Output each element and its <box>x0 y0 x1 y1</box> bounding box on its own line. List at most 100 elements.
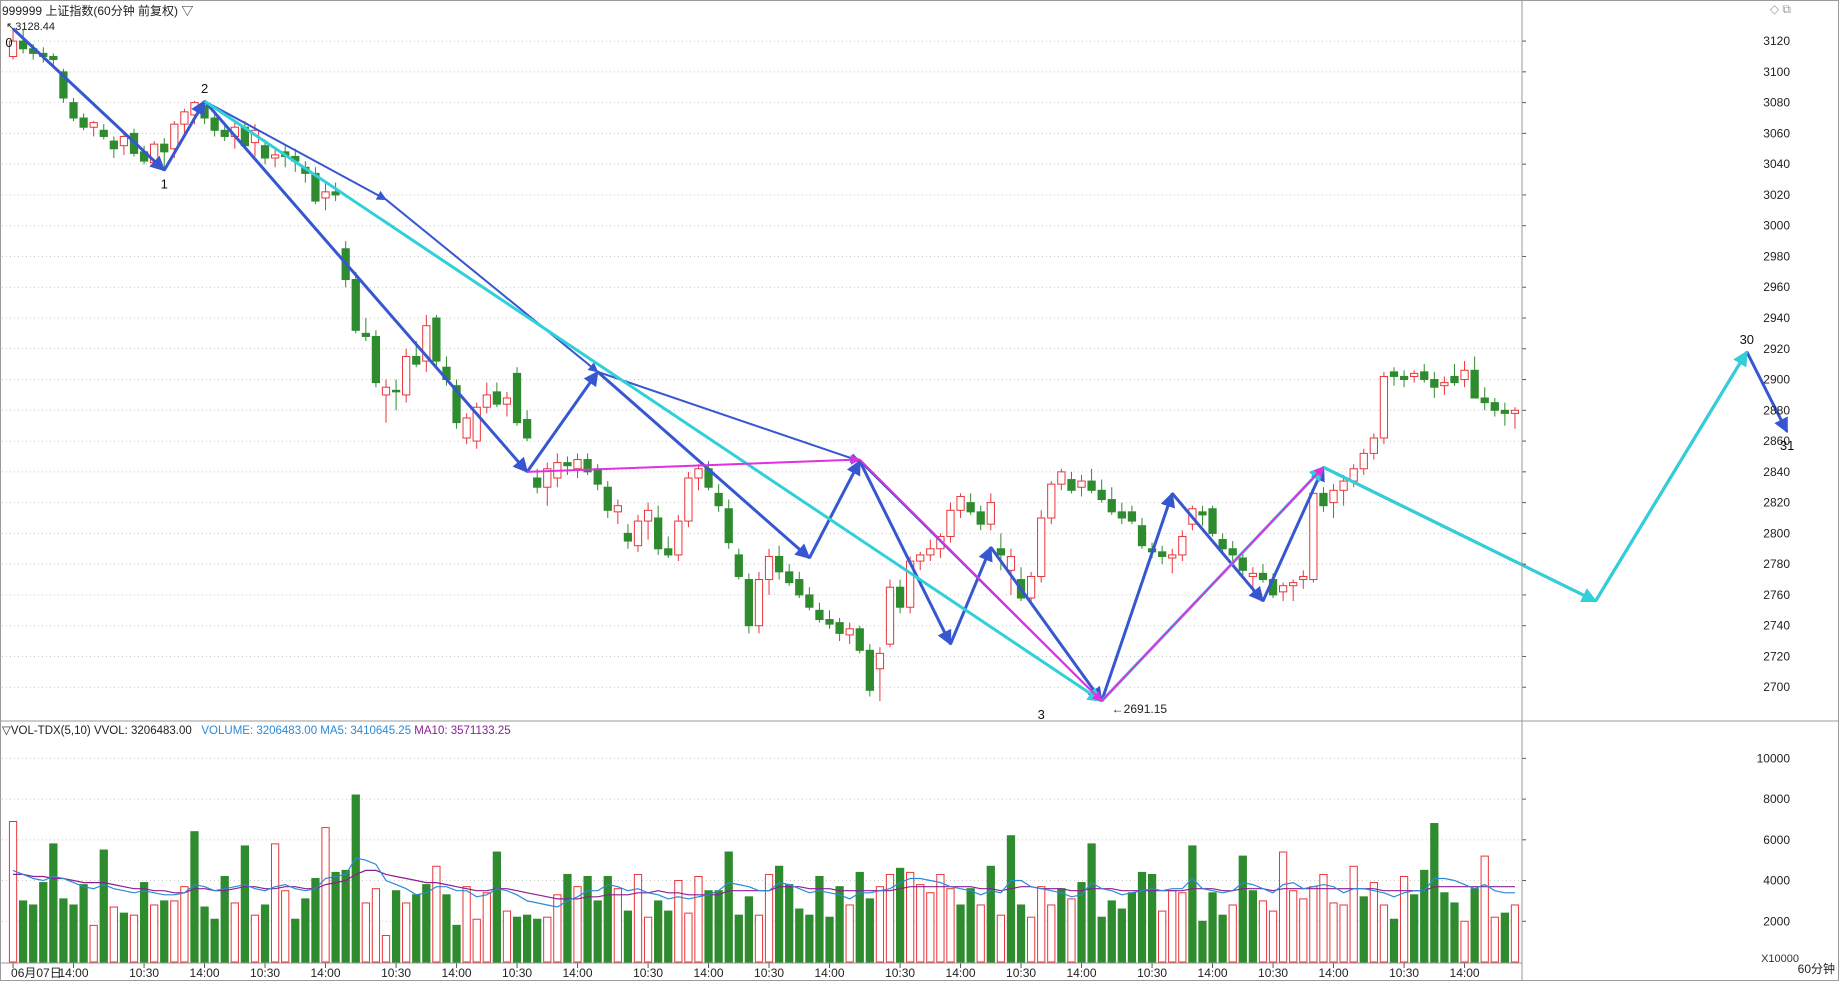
candle-body <box>49 55 58 61</box>
candle-body <box>754 579 764 627</box>
candle-body <box>502 397 512 405</box>
candle-body <box>371 335 381 384</box>
volume-bar <box>1198 920 1207 963</box>
candle-body <box>1127 511 1137 522</box>
candle-body <box>664 548 673 556</box>
volume-bar <box>1319 873 1328 963</box>
volume-bar <box>512 916 522 963</box>
volume-unit: X10000 <box>1761 953 1799 965</box>
volume-bar <box>1460 920 1469 963</box>
volume-bar <box>1299 898 1308 963</box>
candle-body <box>160 143 169 153</box>
zigzag-lines <box>12 27 1789 703</box>
volume-bar <box>643 916 653 963</box>
candle-body <box>79 117 88 128</box>
volume-bar <box>1067 898 1076 963</box>
volume-bar <box>1268 910 1278 963</box>
candle <box>1440 376 1449 395</box>
time-tick-label: 10:30 <box>1006 966 1036 980</box>
candle-body <box>694 468 703 479</box>
candle-body <box>1440 382 1449 387</box>
volume-bar <box>341 869 350 963</box>
candle <box>18 28 28 54</box>
volume-bar <box>1309 886 1318 963</box>
volume-bar <box>603 875 612 963</box>
chart-title[interactable]: 999999 上证指数(60分钟 前复权) ▽ <box>2 4 194 18</box>
candle <box>1480 387 1489 411</box>
candle-body <box>1218 539 1227 550</box>
candle <box>1238 551 1247 577</box>
volume-bar <box>976 904 985 963</box>
volume-bar <box>1087 843 1096 963</box>
volume-bar <box>1450 902 1459 963</box>
candle <box>785 564 794 586</box>
candle <box>563 456 572 475</box>
diamond-icon[interactable]: ◇ <box>1769 2 1780 16</box>
time-tick-label: 14:00 <box>946 966 976 980</box>
candle <box>69 98 78 122</box>
candle-body <box>1410 372 1419 377</box>
volume-bar <box>563 873 572 963</box>
volume-value: VOLUME: 3206483.00 <box>201 725 318 737</box>
candle-body <box>210 117 219 131</box>
price-tick-label: 3080 <box>1763 96 1790 110</box>
volume-bar <box>1006 835 1016 963</box>
candle-body <box>1389 371 1399 377</box>
candle-body <box>270 154 280 159</box>
volume-bar <box>462 886 471 963</box>
candle-body <box>180 111 189 125</box>
volume-indicator-name[interactable]: ▽VOL-TDX(5,10) <box>2 725 91 737</box>
volume-bar <box>230 902 239 963</box>
candle-body <box>1117 511 1126 519</box>
volume-bar <box>160 900 169 963</box>
volume-ma5-line <box>12 857 1515 908</box>
candle <box>734 548 743 580</box>
candle-body <box>1450 375 1459 384</box>
volume-bar <box>815 875 824 963</box>
candle-body <box>533 477 542 488</box>
candle-body <box>785 571 794 584</box>
volume-bar <box>250 914 260 963</box>
candle-body <box>855 628 864 651</box>
candle-body <box>714 492 723 507</box>
candle <box>865 644 874 697</box>
volume-bar <box>361 902 370 963</box>
volume-bar <box>1077 882 1086 963</box>
candle <box>1319 487 1328 512</box>
candle-body <box>875 652 885 670</box>
candle <box>1359 448 1368 475</box>
candle <box>422 314 431 372</box>
candle <box>1077 474 1086 497</box>
volume-bar <box>1490 916 1499 963</box>
zigzag-segment-cyan <box>1322 465 1597 603</box>
candle <box>643 502 653 540</box>
candle-body <box>795 579 804 596</box>
candle <box>1258 564 1268 583</box>
candle <box>815 602 824 623</box>
candle <box>1097 479 1106 503</box>
candle <box>311 167 320 205</box>
candle-body <box>1299 575 1308 581</box>
candle <box>795 571 804 598</box>
wave-label: 3 <box>1038 707 1045 722</box>
candle <box>1299 570 1308 589</box>
candle-body <box>351 279 360 331</box>
volume-bar <box>522 914 532 963</box>
volume-bar <box>150 904 159 963</box>
restore-icon[interactable]: ⧉ <box>1782 2 1791 16</box>
candle <box>774 545 784 580</box>
candle-body <box>885 586 895 645</box>
volume-bar <box>49 843 58 963</box>
candle <box>895 579 905 614</box>
zigzag-segment-blue <box>1745 351 1789 434</box>
volume-bar <box>845 904 854 963</box>
volume-bar <box>855 871 864 963</box>
candle-body <box>895 586 905 608</box>
volume-bar <box>1208 892 1217 963</box>
volume-bar <box>281 890 290 963</box>
time-tick-label: 14:00 <box>1450 966 1480 980</box>
period-button[interactable]: 60分钟 <box>1797 962 1835 976</box>
ma5-value: MA5: 3410645.25 <box>320 725 412 737</box>
volume-bar <box>1238 855 1247 963</box>
candle-body <box>321 191 330 199</box>
